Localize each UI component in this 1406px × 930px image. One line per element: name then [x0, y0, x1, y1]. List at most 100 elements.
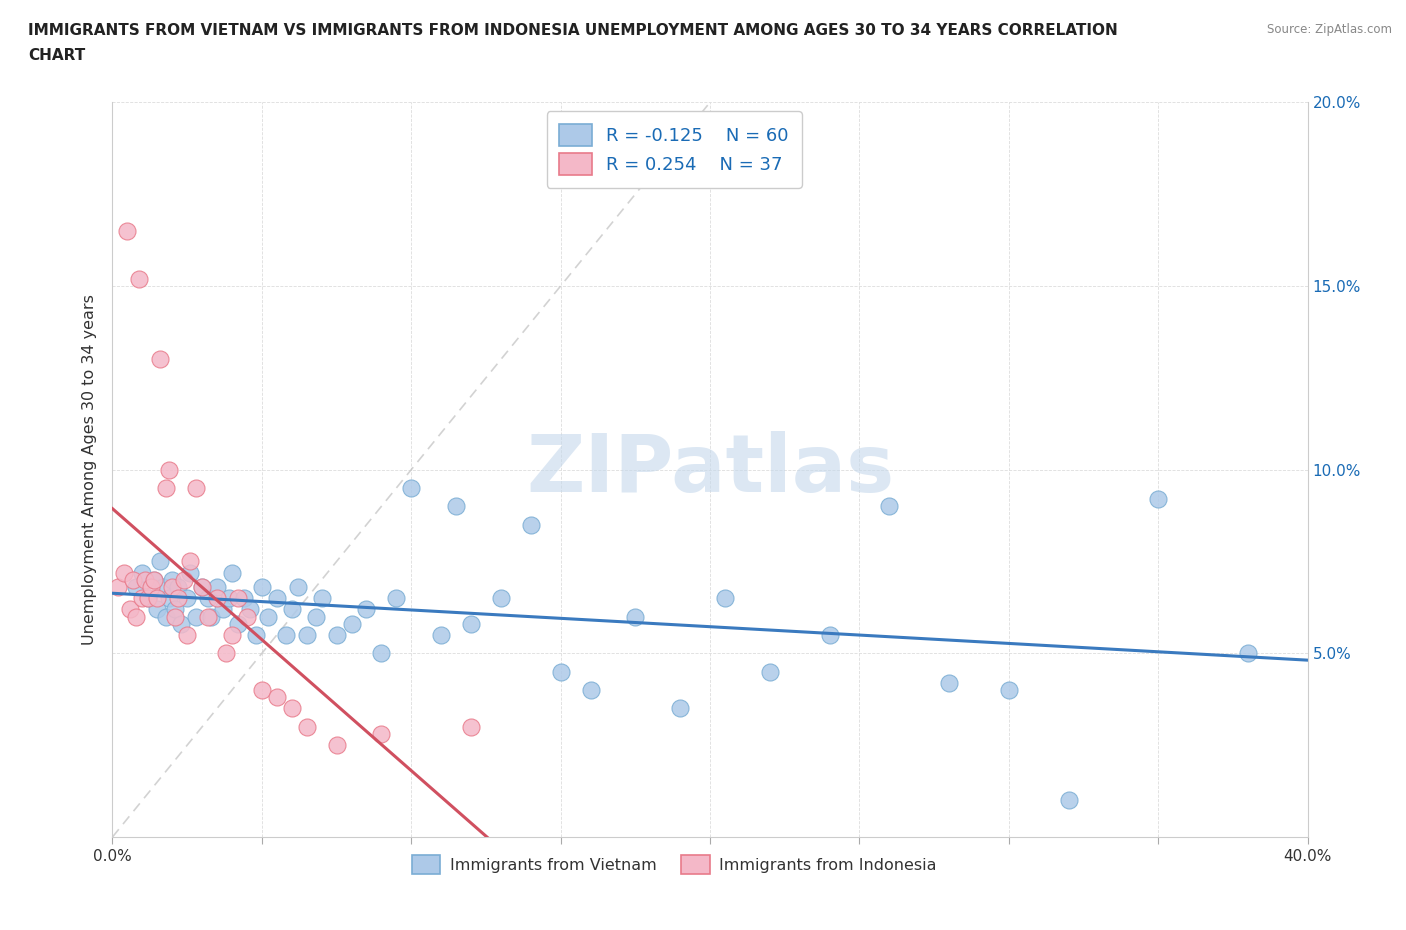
Point: [669, 701, 692, 716]
Point: [162, 579, 183, 594]
Point: [460, 720, 482, 735]
Point: [173, 572, 195, 588]
Point: [155, 481, 177, 496]
Point: [1237, 645, 1260, 660]
Point: [221, 565, 243, 580]
Point: [236, 609, 259, 624]
Point: [998, 683, 1021, 698]
Point: [460, 617, 482, 631]
Point: [167, 579, 190, 594]
Point: [205, 591, 228, 605]
Text: IMMIGRANTS FROM VIETNAM VS IMMIGRANTS FROM INDONESIA UNEMPLOYMENT AMONG AGES 30 : IMMIGRANTS FROM VIETNAM VS IMMIGRANTS FR…: [28, 23, 1118, 38]
Point: [305, 609, 328, 624]
Point: [226, 617, 249, 631]
Point: [370, 645, 392, 660]
Point: [714, 591, 737, 605]
Point: [176, 628, 198, 643]
Point: [295, 628, 318, 643]
Point: [165, 602, 187, 617]
Point: [401, 481, 423, 496]
Point: [179, 554, 201, 569]
Point: [430, 628, 453, 643]
Point: [122, 572, 145, 588]
Point: [162, 572, 183, 588]
Point: [1057, 792, 1080, 807]
Point: [125, 609, 148, 624]
Point: [520, 517, 543, 532]
Point: [120, 602, 142, 617]
Point: [155, 609, 177, 624]
Point: [325, 737, 347, 752]
Point: [107, 579, 129, 594]
Point: [176, 591, 198, 605]
Point: [146, 591, 169, 605]
Text: CHART: CHART: [28, 48, 86, 63]
Point: [179, 565, 201, 580]
Point: [287, 579, 309, 594]
Point: [138, 591, 160, 605]
Point: [624, 609, 647, 624]
Point: [165, 609, 187, 624]
Point: [114, 565, 135, 580]
Point: [131, 565, 153, 580]
Point: [1147, 492, 1170, 507]
Point: [356, 602, 378, 617]
Point: [550, 664, 572, 679]
Point: [325, 628, 347, 643]
Point: [186, 481, 208, 496]
Point: [257, 609, 280, 624]
Point: [266, 690, 288, 705]
Point: [157, 591, 180, 605]
Point: [215, 645, 238, 660]
Point: [250, 579, 273, 594]
Text: ZIPatlas: ZIPatlas: [526, 431, 894, 509]
Point: [245, 628, 267, 643]
Point: [125, 579, 148, 594]
Point: [212, 602, 235, 617]
Point: [134, 572, 156, 588]
Point: [141, 579, 163, 594]
Point: [131, 591, 153, 605]
Point: [167, 591, 190, 605]
Point: [233, 591, 256, 605]
Point: [295, 720, 318, 735]
Point: [186, 609, 208, 624]
Point: [200, 609, 222, 624]
Text: Source: ZipAtlas.com: Source: ZipAtlas.com: [1267, 23, 1392, 36]
Y-axis label: Unemployment Among Ages 30 to 34 years: Unemployment Among Ages 30 to 34 years: [82, 294, 97, 645]
Legend: Immigrants from Vietnam, Immigrants from Indonesia: Immigrants from Vietnam, Immigrants from…: [405, 848, 943, 881]
Point: [938, 675, 960, 690]
Point: [205, 579, 228, 594]
Point: [579, 683, 602, 698]
Point: [128, 272, 150, 286]
Point: [170, 617, 193, 631]
Point: [370, 726, 392, 741]
Point: [138, 591, 160, 605]
Point: [281, 701, 304, 716]
Point: [197, 609, 219, 624]
Point: [266, 591, 288, 605]
Point: [274, 628, 297, 643]
Point: [250, 683, 273, 698]
Point: [218, 591, 240, 605]
Point: [143, 572, 166, 588]
Point: [226, 591, 249, 605]
Point: [311, 591, 333, 605]
Point: [385, 591, 408, 605]
Point: [444, 498, 467, 513]
Point: [281, 602, 304, 617]
Point: [152, 579, 174, 594]
Point: [149, 352, 172, 367]
Point: [239, 602, 262, 617]
Point: [879, 498, 901, 513]
Point: [157, 462, 180, 477]
Point: [191, 579, 214, 594]
Point: [146, 602, 169, 617]
Point: [221, 628, 243, 643]
Point: [489, 591, 512, 605]
Point: [191, 579, 214, 594]
Point: [759, 664, 782, 679]
Point: [143, 572, 166, 588]
Point: [340, 617, 363, 631]
Point: [117, 223, 139, 238]
